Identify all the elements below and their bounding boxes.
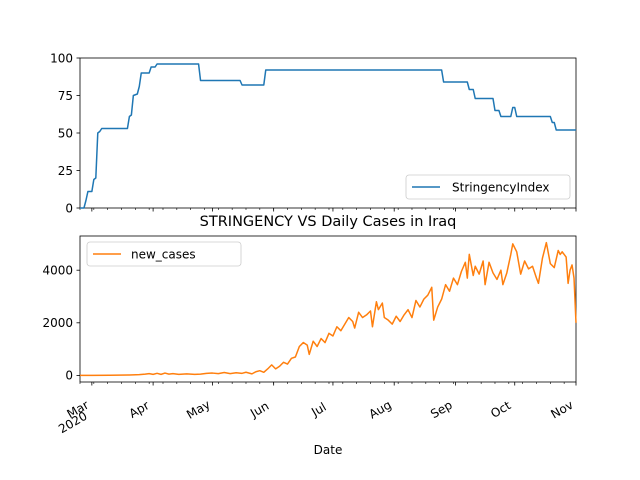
- cases-y-axis: 0 2000 4000: [42, 263, 80, 383]
- stringency-panel: 0 25 50 75 100 StringencyIndex: [50, 51, 577, 215]
- stringency-legend-label: StringencyIndex: [452, 181, 550, 195]
- stringency-y-tick-label: 75: [58, 89, 73, 103]
- cases-legend: new_cases: [86, 241, 242, 267]
- cases-y-tick-label: 0: [65, 369, 73, 383]
- stringency-series-line: [80, 63, 576, 209]
- cases-legend-box: [86, 241, 242, 267]
- stringency-x-axis: [79, 208, 577, 212]
- cases-series-layer: [80, 241, 577, 377]
- stringency-y-tick-label: 25: [58, 164, 73, 178]
- cases-y-tick-label: 4000: [42, 263, 73, 277]
- cases-y-tick-label: 2000: [42, 316, 73, 330]
- cases-legend-label: new_cases: [131, 248, 196, 262]
- x-axis-label: Date: [314, 443, 343, 457]
- cases-x-tick-label: Jul: [308, 400, 328, 420]
- stringency-series-layer: [80, 63, 576, 209]
- stringency-legend-box: [405, 174, 571, 200]
- stringency-y-axis: 0 25 50 75 100: [50, 51, 80, 215]
- stringency-y-tick-label: 100: [50, 51, 73, 65]
- cases-series-line: [80, 241, 577, 377]
- stringency-y-tick-label: 0: [65, 201, 73, 215]
- chart-title: STRINGENCY VS Daily Cases in Iraq: [200, 214, 457, 230]
- stringency-y-tick-label: 50: [58, 126, 73, 140]
- stringency-legend: StringencyIndex: [405, 174, 571, 200]
